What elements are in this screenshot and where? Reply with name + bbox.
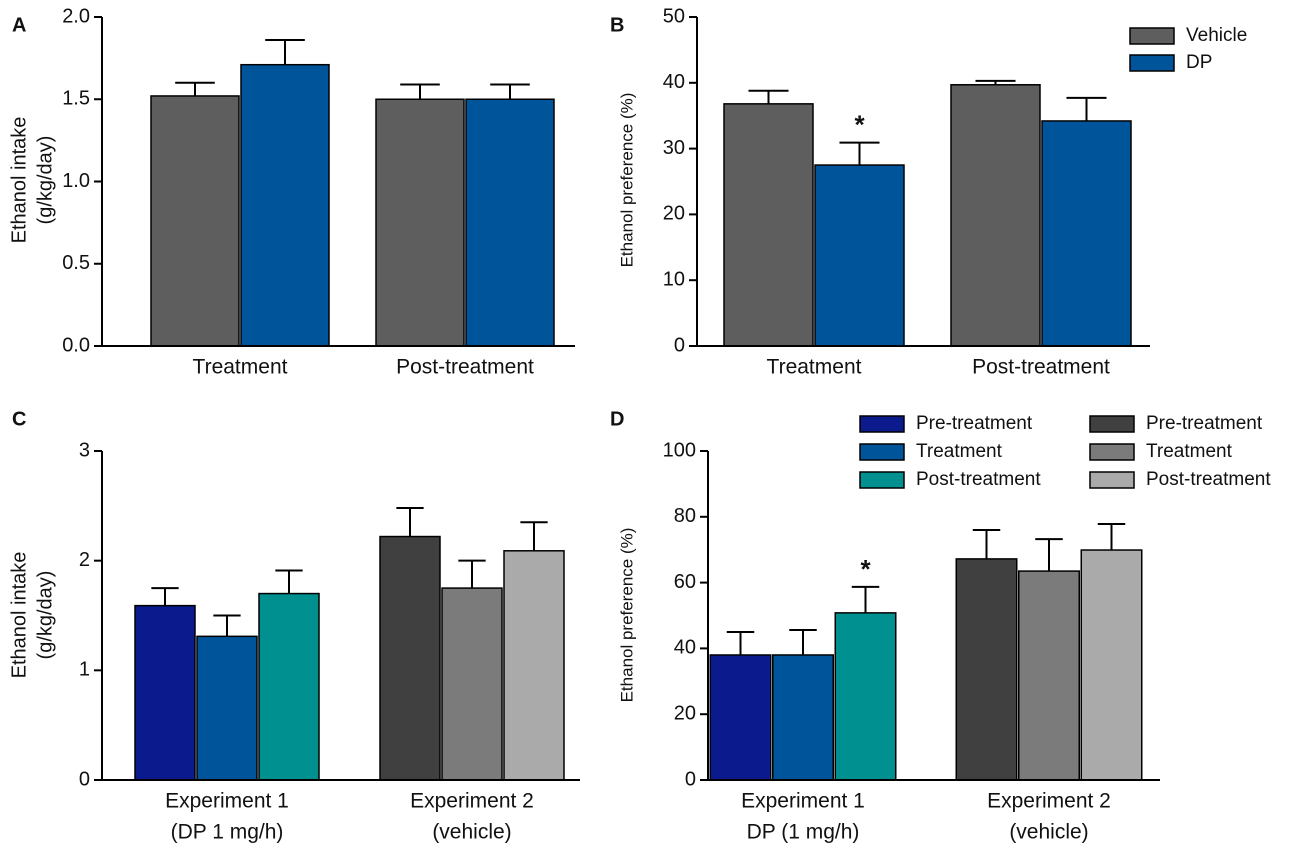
bar [465,98,555,347]
x-tick-label: DP (1 mg/h) [747,821,860,844]
panel-label: A [12,14,26,36]
x-tick-label: Treatment [193,356,288,379]
bar [134,604,196,781]
bar [196,635,258,781]
bar [723,103,814,347]
x-tick-label: Experiment 1 [741,790,865,813]
bar [150,95,240,347]
y-tick-label: 1 [79,659,90,681]
bar [503,550,565,781]
x-tick-label: Treatment [767,356,862,379]
bar [240,63,330,347]
legend-swatch [1129,27,1175,45]
bar [709,654,772,781]
y-tick-label: 50 [663,5,685,27]
legend-swatch [859,443,905,461]
legend-label: Vehicle [1186,25,1247,46]
y-axis-label: Ethanol preference (%) [617,93,636,268]
y-tick-label: 2.0 [62,5,90,27]
y-tick-label: 10 [663,268,685,290]
bar [772,654,834,781]
y-tick-label: 80 [674,505,696,527]
y-axis-label: (g/kg/day) [34,571,56,660]
bar [379,535,441,781]
legend-label: Post-treatment [1146,469,1271,490]
panel-label: C [12,408,26,430]
y-tick-label: 0.0 [62,334,90,356]
annotation: * [854,110,865,140]
legend-label: Treatment [916,441,1003,462]
bar [375,98,465,347]
bar [955,558,1018,781]
legend-label: Pre-treatment [1146,413,1263,434]
y-tick-label: 0 [685,768,696,790]
y-tick-label: 30 [663,137,685,159]
legend-label: Pre-treatment [916,413,1033,434]
legend-label: Post-treatment [916,469,1041,490]
legend-label: Treatment [1146,441,1233,462]
legend-swatch [1129,54,1175,72]
y-tick-label: 20 [674,702,696,724]
bar [1041,120,1132,347]
y-tick-label: 3 [79,439,90,461]
y-tick-label: 100 [663,439,696,461]
y-tick-label: 1.5 [62,88,90,110]
y-tick-label: 0 [674,334,685,356]
y-tick-label: 0 [79,768,90,790]
panel-label: B [610,14,624,36]
legend-swatch [859,415,905,433]
legend-swatch [859,471,905,489]
bar [1018,570,1080,781]
legend-label: DP [1186,52,1212,73]
annotation: * [860,554,871,584]
legend-swatch [1089,471,1135,489]
y-tick-label: 20 [663,203,685,225]
y-tick-label: 60 [674,571,696,593]
legend-swatch [1089,443,1135,461]
x-tick-label: Experiment 1 [165,790,289,813]
bar [258,592,320,781]
legend-swatch [1089,415,1135,433]
x-tick-label: (vehicle) [1009,821,1088,844]
y-tick-label: 2 [79,549,90,571]
x-tick-label: (vehicle) [432,821,511,844]
bar [1080,549,1143,781]
y-tick-label: 40 [674,637,696,659]
x-tick-label: (DP 1 mg/h) [171,821,284,844]
bar [441,587,503,781]
y-axis-label: Ethanol intake [8,117,30,244]
panel-label: D [610,408,624,430]
y-axis-label: Ethanol preference (%) [617,528,636,703]
x-tick-label: Experiment 2 [987,790,1111,813]
x-tick-label: Experiment 2 [410,790,534,813]
bar [814,164,905,347]
x-tick-label: Post-treatment [396,356,534,379]
y-axis-label: (g/kg/day) [34,136,56,225]
y-axis-label: Ethanol intake [8,552,30,679]
bar [834,612,897,781]
y-tick-label: 1.0 [62,170,90,192]
bar [950,84,1041,347]
x-tick-label: Post-treatment [972,356,1110,379]
y-tick-label: 40 [663,71,685,93]
y-tick-label: 0.5 [62,252,90,274]
